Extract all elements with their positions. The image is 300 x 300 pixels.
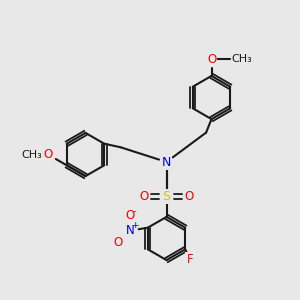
Text: N: N	[162, 155, 171, 169]
Text: -: -	[133, 206, 136, 216]
Text: O: O	[125, 208, 134, 222]
Text: CH₃: CH₃	[22, 149, 43, 160]
Text: N: N	[125, 224, 134, 237]
Text: O: O	[114, 236, 123, 249]
Text: S: S	[163, 190, 170, 203]
Text: O: O	[184, 190, 194, 203]
Text: CH₃: CH₃	[232, 54, 252, 64]
Text: O: O	[44, 148, 52, 161]
Text: +: +	[131, 221, 139, 230]
Text: O: O	[207, 53, 216, 66]
Text: O: O	[140, 190, 148, 203]
Text: F: F	[186, 253, 193, 266]
